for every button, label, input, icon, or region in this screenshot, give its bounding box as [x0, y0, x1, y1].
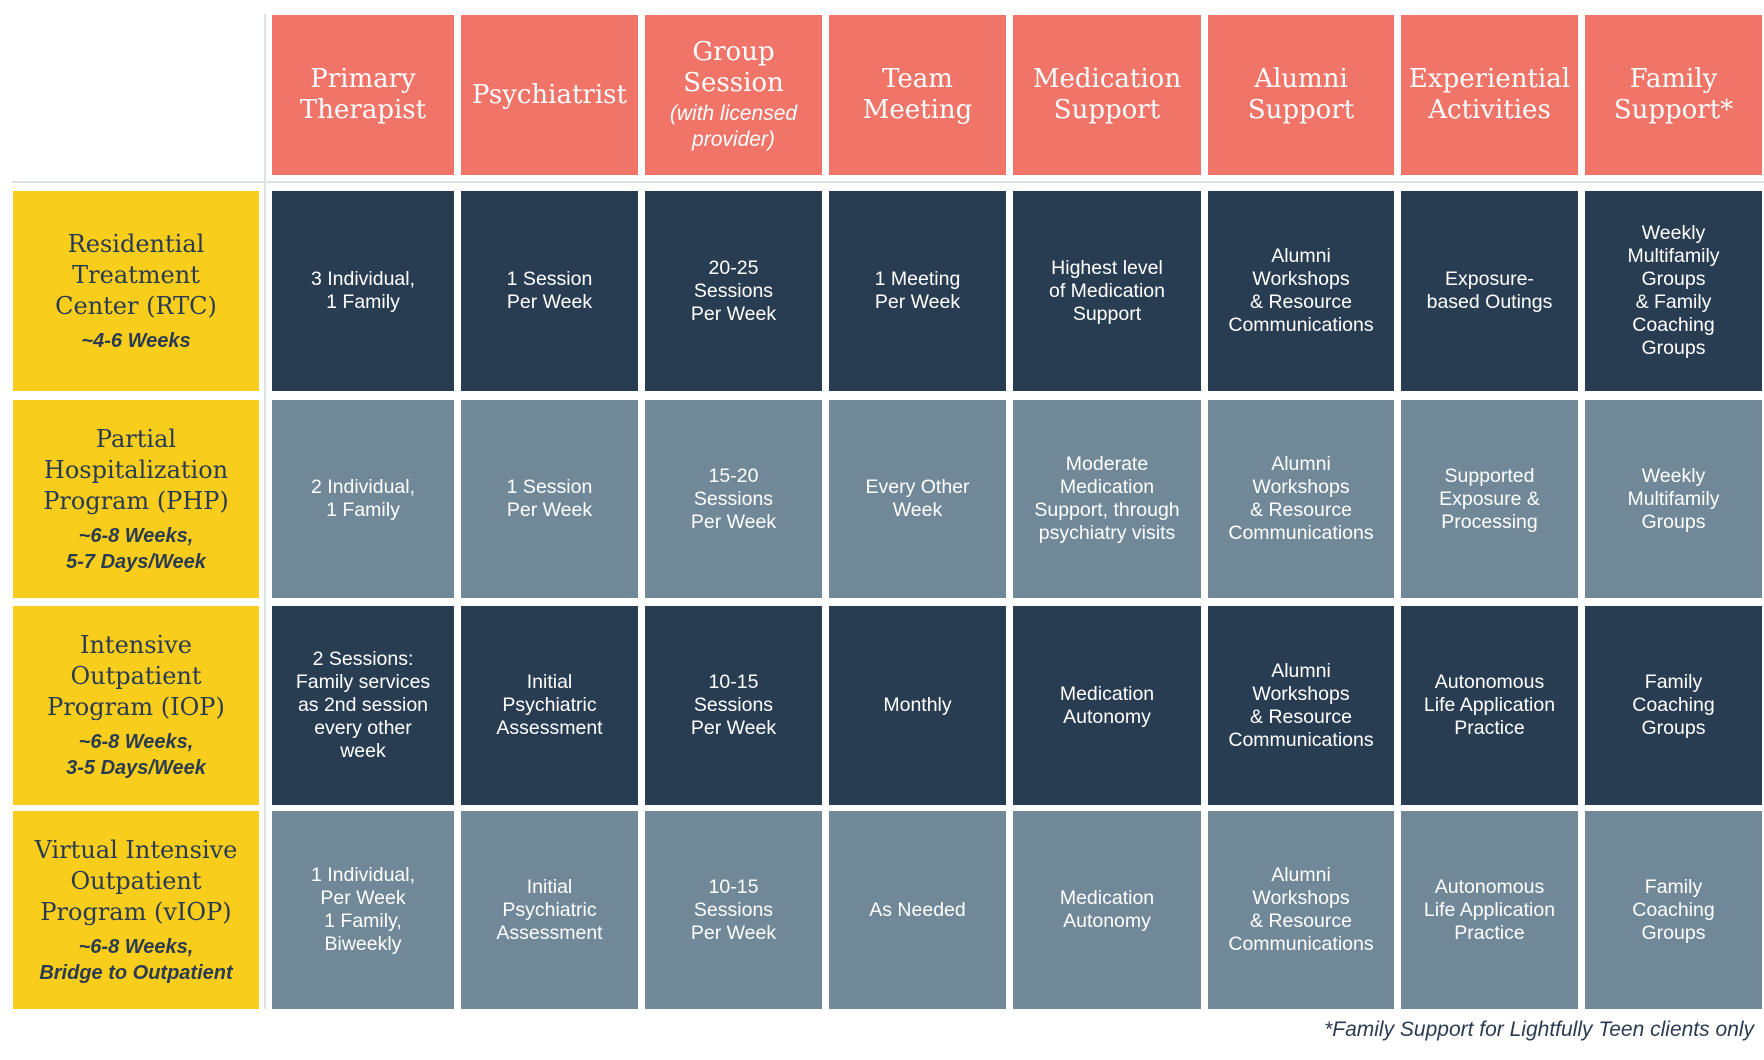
column-header-title: Group Session — [683, 37, 784, 98]
table-cell: Supported Exposure & Processing — [1401, 400, 1578, 598]
table-cell: Weekly Multifamily Groups & Family Coach… — [1585, 191, 1762, 391]
column-header-team-meeting: Team Meeting — [829, 15, 1006, 175]
table-cell: Medication Autonomy — [1013, 811, 1201, 1009]
program-duration: ~6-8 Weeks, 5-7 Days/Week — [66, 524, 206, 573]
column-header-subtitle: (with licensed provider) — [669, 102, 798, 151]
table-cell: Autonomous Life Application Practice — [1401, 811, 1578, 1009]
column-header-psychiatrist: Psychiatrist — [461, 15, 638, 175]
table-cell: Alumni Workshops & Resource Communicatio… — [1208, 400, 1394, 598]
column-header-alumni-support: Alumni Support — [1208, 15, 1394, 175]
table-cell: 1 Meeting Per Week — [829, 191, 1006, 391]
header-divider-line — [12, 181, 1764, 183]
table-cell: Alumni Workshops & Resource Communicatio… — [1208, 191, 1394, 391]
table-cell: Alumni Workshops & Resource Communicatio… — [1208, 606, 1394, 805]
table-cell: Alumni Workshops & Resource Communicatio… — [1208, 811, 1394, 1009]
column-header-title: Psychiatrist — [472, 79, 627, 110]
footnote: *Family Support for Lightfully Teen clie… — [1324, 1018, 1754, 1041]
column-header-title: Primary Therapist — [299, 64, 427, 125]
column-header-primary-therapist: Primary Therapist — [272, 15, 454, 175]
table-cell: 1 Individual, Per Week 1 Family, Biweekl… — [272, 811, 454, 1009]
program-name: Virtual Intensive Outpatient Program (vI… — [34, 835, 238, 926]
row-label-divider-line — [264, 14, 266, 1009]
column-header-title: Team Meeting — [862, 64, 973, 125]
table-cell: 2 Individual, 1 Family — [272, 400, 454, 598]
table-cell: 2 Sessions: Family services as 2nd sessi… — [272, 606, 454, 805]
table-cell: 10-15 Sessions Per Week — [645, 606, 822, 805]
program-name: Intensive Outpatient Program (IOP) — [47, 631, 225, 721]
table-cell: Family Coaching Groups — [1585, 606, 1762, 805]
table-cell: As Needed — [829, 811, 1006, 1009]
column-header-title: Medication Support — [1032, 64, 1182, 125]
table-cell: Family Coaching Groups — [1585, 811, 1762, 1009]
program-duration: ~4-6 Weeks — [81, 329, 191, 352]
column-header-group-session: Group Session (with licensed provider) — [645, 15, 822, 175]
column-header-title: Alumni Support — [1247, 64, 1355, 125]
table-cell: 3 Individual, 1 Family — [272, 191, 454, 391]
row-label-partial-hospitalization-program-php: Partial Hospitalization Program (PHP) ~6-… — [13, 400, 259, 598]
program-name: Residential Treatment Center (RTC) — [55, 229, 217, 320]
table-cell: Moderate Medication Support, through psy… — [1013, 400, 1201, 598]
table-cell: 15-20 Sessions Per Week — [645, 400, 822, 598]
table-cell: Medication Autonomy — [1013, 606, 1201, 805]
program-name: Partial Hospitalization Program (PHP) — [43, 424, 229, 515]
table-cell: Exposure- based Outings — [1401, 191, 1578, 391]
table-cell: 10-15 Sessions Per Week — [645, 811, 822, 1009]
column-header-title: Family Support* — [1613, 64, 1734, 125]
table-cell: Monthly — [829, 606, 1006, 805]
table-cell: Autonomous Life Application Practice — [1401, 606, 1578, 805]
column-header-title: Experiential Activities — [1408, 64, 1571, 125]
table-cell: Weekly Multifamily Groups — [1585, 400, 1762, 598]
program-duration: ~6-8 Weeks, Bridge to Outpatient — [39, 935, 233, 984]
table-cell: 20-25 Sessions Per Week — [645, 191, 822, 391]
row-label-residential-treatment-center-rtc: Residential Treatment Center (RTC) ~4-6 W… — [13, 191, 259, 391]
program-duration: ~6-8 Weeks, 3-5 Days/Week — [66, 731, 206, 779]
table-cell: Initial Psychiatric Assessment — [461, 606, 638, 805]
column-header-family-support: Family Support* — [1585, 15, 1762, 175]
table-cell: 1 Session Per Week — [461, 191, 638, 391]
table-cell: Highest level of Medication Support — [1013, 191, 1201, 391]
row-label-intensive-outpatient-program-iop: Intensive Outpatient Program (IOP) ~6-8 W… — [13, 606, 259, 805]
column-header-experiential-activities: Experiential Activities — [1401, 15, 1578, 175]
table-cell: Every Other Week — [829, 400, 1006, 598]
row-label-virtual-intensive-outpatient-program-viop: Virtual Intensive Outpatient Program (vI… — [13, 811, 259, 1009]
column-header-medication-support: Medication Support — [1013, 15, 1201, 175]
table-cell: Initial Psychiatric Assessment — [461, 811, 638, 1009]
table-cell: 1 Session Per Week — [461, 400, 638, 598]
